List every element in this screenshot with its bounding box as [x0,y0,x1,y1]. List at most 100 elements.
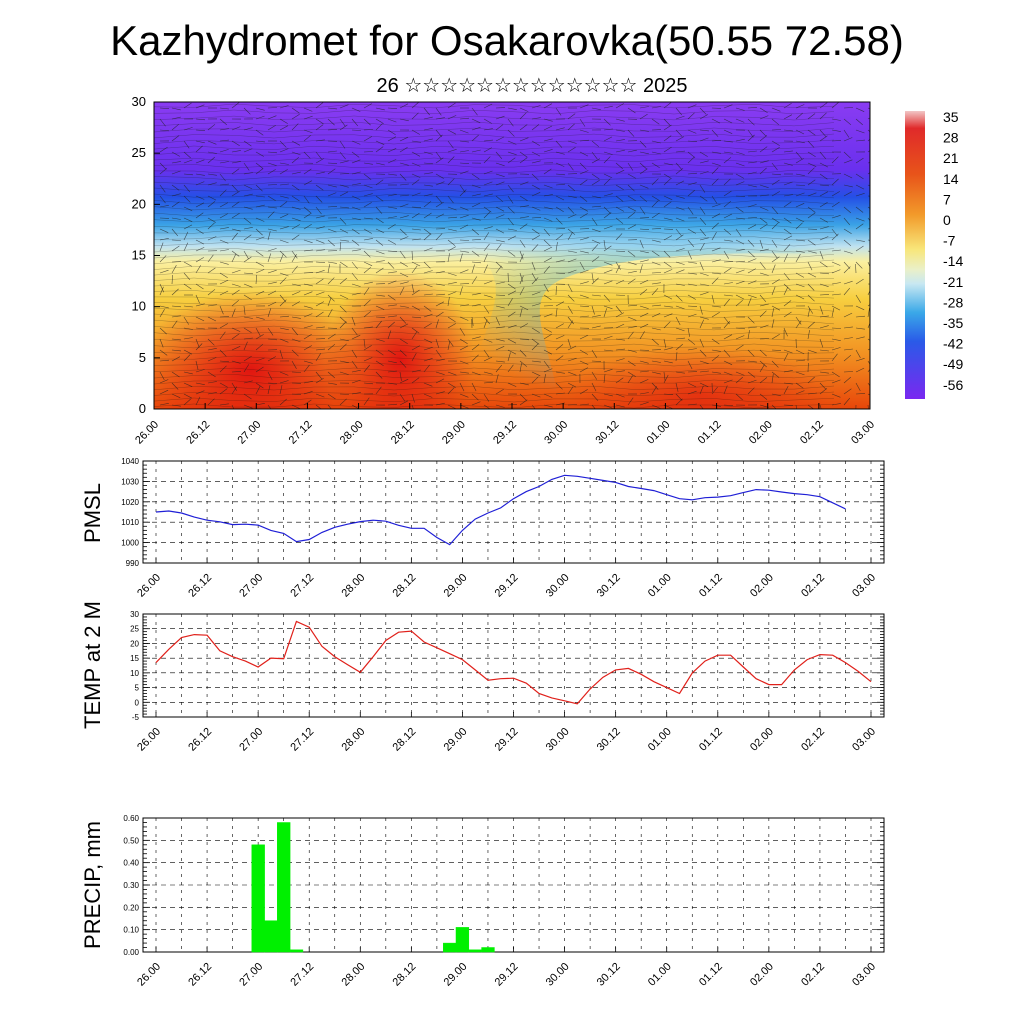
precip-bar [455,927,470,953]
wind-barb [459,184,466,193]
wind-barb [399,338,408,344]
wind-barb [507,382,517,387]
isoline [154,403,835,409]
wind-barb [303,107,313,112]
wind-barb [243,341,248,351]
x-tick-label: 27.12 [288,961,316,989]
wind-barb [843,280,853,285]
wind-barb [483,319,488,329]
wind-barb [675,337,686,340]
wind-barb [411,162,421,167]
wind-barb [471,276,478,285]
isoline [154,373,835,379]
wind-barb [483,181,493,186]
wind-barb [747,171,757,175]
wind-barb [303,195,310,204]
x-tick-label: 29.00 [442,572,470,600]
wind-barb [603,239,606,249]
isoline [154,349,835,355]
colorbar-label: 0 [943,212,951,228]
x-tick-label: 26.12 [186,572,214,600]
wind-barb [531,272,537,281]
temp-ylabel: TEMP at 2 M [80,601,105,729]
wind-barb [771,360,779,368]
wind-barb [843,159,853,164]
wind-barb [663,250,671,258]
wind-barb [555,272,566,274]
wind-barb [183,305,193,308]
wind-barb [771,264,776,274]
wind-barb [759,248,769,252]
wind-barb [375,250,385,255]
wind-barb [543,334,552,340]
wind-barb [375,267,384,274]
wind-barb [699,261,704,271]
wind-barb [243,234,252,241]
wind-barb [555,183,566,186]
wind-barb [639,392,649,395]
wind-barb [507,352,511,362]
wind-barb [579,360,589,365]
wind-barb [327,184,337,188]
wind-barb [195,145,203,153]
wind-barb [243,107,251,115]
wind-barb [615,264,621,274]
wind-barb [843,354,852,362]
wind-barb [831,156,839,164]
wind-barb [471,118,481,124]
wind-barb [231,283,241,287]
wind-barb [171,151,180,157]
wind-barb [495,239,505,243]
wind-barb [855,245,864,252]
wind-barb [783,181,793,186]
wind-barb [855,336,865,340]
wind-barb [207,338,215,346]
wind-barb [855,315,866,318]
wind-barb [819,162,829,168]
x-tick-label: 03.00 [850,572,878,600]
wind-barb [867,382,870,387]
x-tick-label: 03.00 [850,961,878,989]
y-tick-label: 15 [130,654,139,663]
wind-barb [795,217,805,223]
wind-barb [267,184,278,186]
wind-barb [579,367,589,373]
wind-barb [603,206,611,214]
wind-barb [315,404,322,409]
wind-barb [159,162,167,170]
wind-barb [279,380,289,384]
y-tick-label: 0.60 [123,814,139,823]
wind-barb [711,259,721,263]
wind-barb [375,162,385,166]
wind-barb [687,112,695,120]
x-tick-label: 26.00 [133,419,161,447]
wind-barb [735,371,745,376]
wind-barb [855,358,865,362]
wind-barb [471,261,482,264]
wind-barb [783,150,793,153]
wind-barb [615,149,625,153]
isoline [154,205,835,211]
wind-barb [771,334,780,340]
wind-barb [675,371,685,374]
wind-barb [699,316,709,320]
wind-barb [663,374,669,384]
wind-barb [279,398,287,406]
wind-barb [591,371,598,380]
wind-barb [591,272,594,282]
x-tick-label: 01.00 [646,726,674,754]
wind-barb [543,360,550,369]
wind-barb [759,349,767,357]
wind-barb [639,279,649,285]
x-tick-label: 01.00 [645,419,673,447]
wind-barb [195,129,206,131]
wind-barb [687,348,697,351]
wind-barb [315,301,325,307]
wind-barb [519,308,523,318]
wind-barb [255,236,265,241]
x-tick-label: 02.12 [798,419,826,447]
wind-barb [519,250,524,260]
wind-barb [627,360,636,367]
precip-panel: 26.00 26.12 27.00 27.12 28.00 28.12 29.00 29.12… [80,814,885,989]
wind-barb [291,107,300,114]
